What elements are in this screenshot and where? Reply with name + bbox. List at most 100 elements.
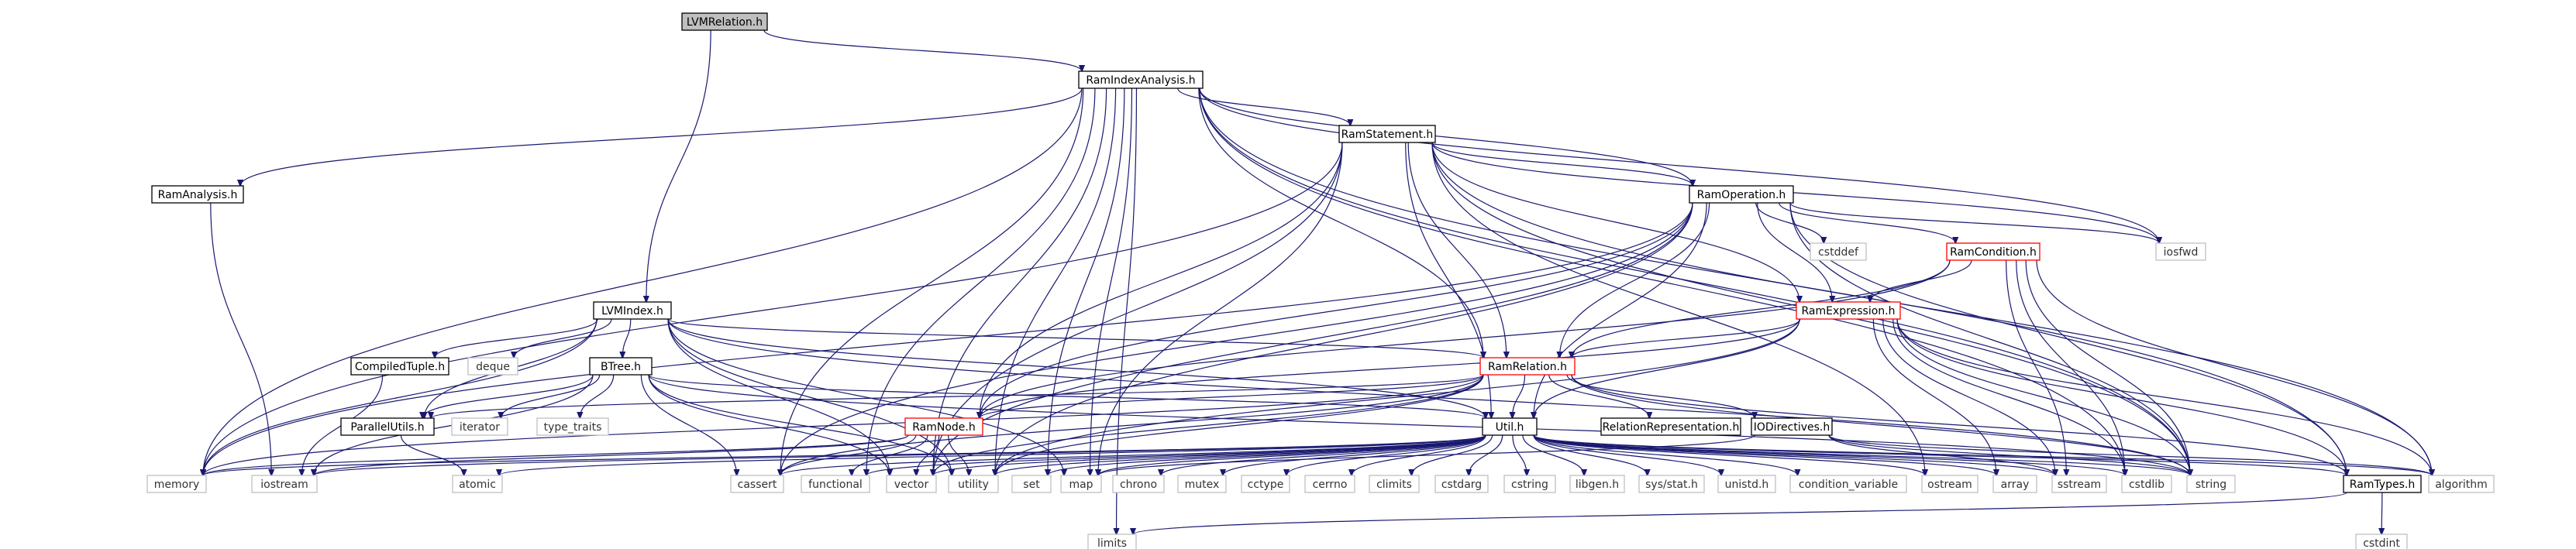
node-label: string bbox=[2195, 479, 2226, 491]
node-array: array bbox=[1993, 475, 2037, 492]
edge-RamIndexAnalysis_h-to-utility bbox=[995, 88, 1116, 475]
edge-ParallelUtils_h-to-atomic bbox=[401, 435, 463, 475]
node-deque: deque bbox=[468, 358, 518, 375]
node-label: iosfwd bbox=[2164, 246, 2199, 259]
node-RamIndexAnalysis_h[interactable]: RamIndexAnalysis.h bbox=[1079, 71, 1203, 88]
node-label: array bbox=[2001, 479, 2030, 491]
node-cstdint: cstdint bbox=[2356, 534, 2407, 549]
node-label: map bbox=[1069, 479, 1093, 491]
node-label: RamTypes.h bbox=[2350, 479, 2415, 491]
edge-BTree_h-to-cassert bbox=[641, 375, 736, 475]
node-label: limits bbox=[1097, 537, 1127, 549]
node-unistd_h: unistd.h bbox=[1718, 475, 1775, 492]
node-label: RamIndexAnalysis.h bbox=[1086, 74, 1195, 87]
edge-LVMIndex_h-to-BTree_h bbox=[622, 319, 631, 358]
edge-RamExpression_h-to-RamRelation_h bbox=[1572, 319, 1800, 358]
node-label: functional bbox=[808, 479, 863, 491]
edge-RamIndexAnalysis_h-to-set bbox=[1048, 88, 1124, 475]
node-ostream: ostream bbox=[1922, 475, 1978, 492]
node-label: RamNode.h bbox=[912, 421, 976, 434]
node-atomic: atomic bbox=[453, 475, 502, 492]
edge-RamOperation_h-to-RamCondition_h bbox=[1779, 203, 1956, 243]
node-label: cstddef bbox=[1818, 246, 1859, 259]
edge-RamCondition_h-to-algorithm bbox=[2037, 260, 2432, 475]
edge-LVMRelation_h-to-RamIndexAnalysis_h bbox=[764, 30, 1082, 71]
node-label: CompiledTuple.h bbox=[355, 361, 445, 373]
edge-LVMRelation_h-to-LVMIndex_h bbox=[646, 30, 711, 302]
edge-RamIndexAnalysis_h-to-iosfwd bbox=[1200, 88, 2159, 243]
node-label: utility bbox=[958, 479, 989, 491]
edge-RamTypes_h-to-cstdint bbox=[2381, 492, 2382, 534]
node-label: RamStatement.h bbox=[1341, 129, 1434, 141]
node-type_traits: type_traits bbox=[537, 418, 608, 435]
node-limits: limits bbox=[1088, 534, 1136, 549]
node-label: IODirectives.h bbox=[1754, 421, 1830, 434]
node-label: libgen.h bbox=[1576, 479, 1619, 491]
node-cstddef: cstddef bbox=[1810, 243, 1866, 260]
node-cassert: cassert bbox=[731, 475, 783, 492]
node-label: sstream bbox=[2058, 479, 2101, 491]
edge-LVMIndex_h-to-RamRelation_h bbox=[668, 319, 1483, 358]
node-chrono: chrono bbox=[1113, 475, 1164, 492]
node-RamTypes_h[interactable]: RamTypes.h bbox=[2344, 475, 2421, 492]
node-label: LVMRelation.h bbox=[687, 16, 763, 29]
node-cstdarg: cstdarg bbox=[1435, 475, 1488, 492]
node-iterator: iterator bbox=[452, 418, 508, 435]
node-label: atomic bbox=[459, 479, 496, 491]
node-RamNode_h[interactable]: RamNode.h bbox=[905, 418, 983, 435]
node-cstdlib: cstdlib bbox=[2122, 475, 2171, 492]
node-map: map bbox=[1061, 475, 1101, 492]
edge-RamTypes_h-to-limits bbox=[1133, 492, 2347, 534]
node-condition_variable: condition_variable bbox=[1790, 475, 1906, 492]
node-RamCondition_h[interactable]: RamCondition.h bbox=[1947, 243, 2040, 260]
node-label: ParallelUtils.h bbox=[350, 421, 424, 434]
node-label: condition_variable bbox=[1799, 479, 1898, 491]
edge-RamIndexAnalysis_h-to-RamAnalysis_h bbox=[240, 88, 1082, 186]
edge-RamExpression_h-to-algorithm bbox=[1897, 319, 2432, 475]
node-label: type_traits bbox=[544, 421, 602, 434]
node-label: iostream bbox=[260, 479, 308, 491]
node-RamOperation_h[interactable]: RamOperation.h bbox=[1689, 186, 1793, 203]
node-Util_h[interactable]: Util.h bbox=[1483, 418, 1537, 435]
node-IODirectives_h[interactable]: IODirectives.h bbox=[1751, 418, 1832, 435]
node-BTree_h[interactable]: BTree.h bbox=[590, 358, 652, 375]
edges bbox=[203, 30, 2432, 534]
node-label: RelationRepresentation.h bbox=[1603, 421, 1740, 434]
edge-RamIndexAnalysis_h-to-string bbox=[1200, 88, 2190, 475]
node-RamExpression_h[interactable]: RamExpression.h bbox=[1796, 302, 1900, 319]
node-cerrno: cerrno bbox=[1305, 475, 1355, 492]
edge-IODirectives_h-to-map bbox=[1098, 435, 1755, 475]
node-ParallelUtils_h[interactable]: ParallelUtils.h bbox=[341, 418, 434, 435]
node-label: RamExpression.h bbox=[1802, 305, 1896, 317]
edge-RamOperation_h-to-iosfwd bbox=[1790, 203, 2159, 243]
node-label: RamCondition.h bbox=[1950, 246, 2037, 259]
edge-RamStatement_h-to-RamExpression_h bbox=[1432, 142, 1799, 302]
node-RamStatement_h[interactable]: RamStatement.h bbox=[1339, 125, 1435, 142]
node-utility: utility bbox=[949, 475, 998, 492]
edge-RamRelation_h-to-Util_h bbox=[1512, 375, 1524, 418]
edge-RamOperation_h-to-vector bbox=[933, 203, 1693, 475]
node-climits: climits bbox=[1369, 475, 1419, 492]
node-label: cerrno bbox=[1313, 479, 1348, 491]
node-mutex: mutex bbox=[1178, 475, 1226, 492]
node-memory: memory bbox=[147, 475, 206, 492]
node-label: cctype bbox=[1248, 479, 1284, 491]
node-vector: vector bbox=[887, 475, 936, 492]
node-sys_stat_h: sys/stat.h bbox=[1639, 475, 1704, 492]
node-LVMRelation_h[interactable]: LVMRelation.h bbox=[682, 13, 767, 30]
edge-LVMIndex_h-to-Util_h bbox=[668, 319, 1486, 418]
edge-IODirectives_h-to-algorithm bbox=[1829, 435, 2432, 475]
node-RamRelation_h[interactable]: RamRelation.h bbox=[1480, 358, 1575, 375]
node-LVMIndex_h[interactable]: LVMIndex.h bbox=[594, 302, 671, 319]
node-sstream: sstream bbox=[2052, 475, 2106, 492]
node-label: Util.h bbox=[1496, 421, 1524, 434]
node-label: deque bbox=[476, 361, 510, 373]
node-set: set bbox=[1012, 475, 1051, 492]
node-RelationRepresentation_h[interactable]: RelationRepresentation.h bbox=[1601, 418, 1741, 435]
node-label: RamOperation.h bbox=[1697, 189, 1786, 201]
node-label: BTree.h bbox=[601, 361, 641, 373]
node-label: LVMIndex.h bbox=[601, 305, 663, 317]
node-CompiledTuple_h[interactable]: CompiledTuple.h bbox=[351, 358, 449, 375]
node-RamAnalysis_h[interactable]: RamAnalysis.h bbox=[152, 186, 243, 203]
edge-RamRelation_h-to-RelationRepresentation_h bbox=[1549, 375, 1650, 418]
